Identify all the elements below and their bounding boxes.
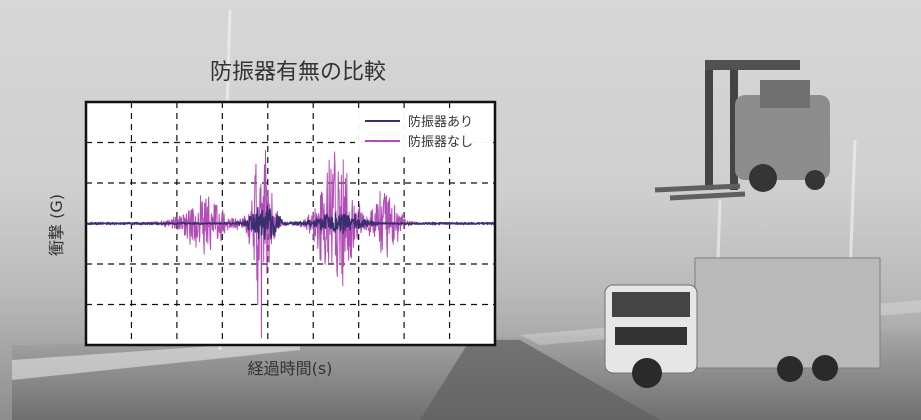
legend: 防振器あり 防振器なし xyxy=(355,110,490,152)
photo-frame: 防振器有無の比較 防振器あり 防振器なし 経過時間(s) 衝撃 (G) xyxy=(12,9,921,420)
x-axis-label: 経過時間(s) xyxy=(248,359,333,378)
y-axis-label: 衝撃 (G) xyxy=(47,194,66,256)
truck-image xyxy=(604,257,881,388)
legend-label-without-damper: 防振器なし xyxy=(408,134,473,150)
plot-area xyxy=(84,100,497,347)
legend-label-with-damper: 防振器あり xyxy=(408,114,473,130)
legend-box xyxy=(355,110,490,152)
scene-svg: 防振器有無の比較 防振器あり 防振器なし 経過時間(s) 衝撃 (G) xyxy=(12,9,921,420)
plot-border xyxy=(84,100,497,347)
forklift-image xyxy=(654,60,830,201)
series-line-with-damper xyxy=(85,205,496,241)
series-layer xyxy=(85,150,496,339)
chart-title: 防振器有無の比較 xyxy=(210,60,386,85)
